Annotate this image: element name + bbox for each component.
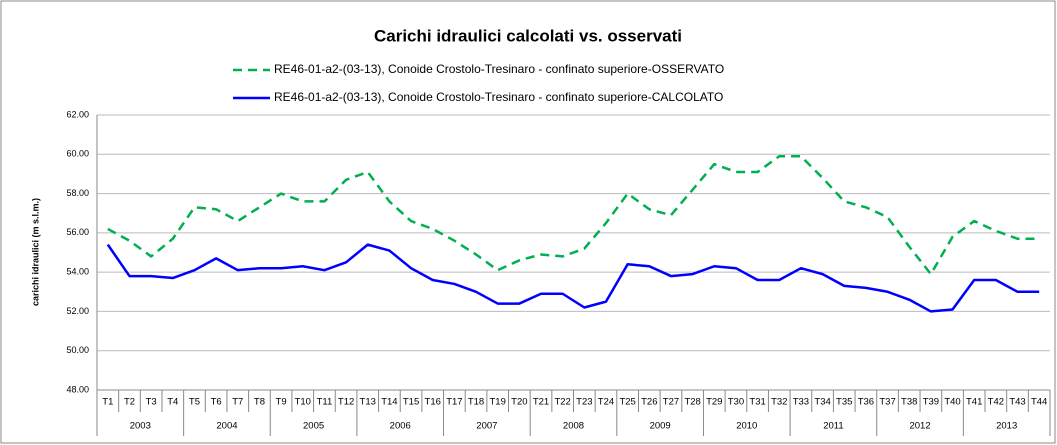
y-tick-label: 62.00 (66, 109, 89, 119)
x-group-label: 2013 (996, 421, 1017, 432)
x-tick-label: T6 (211, 397, 222, 408)
x-tick-label: T12 (338, 397, 354, 408)
x-tick-label: T13 (360, 397, 376, 408)
x-tick-label: T25 (619, 397, 635, 408)
y-tick-label: 48.00 (66, 384, 89, 394)
x-tick-label: T32 (771, 397, 787, 408)
x-tick-label: T27 (663, 397, 679, 408)
x-tick-label: T16 (425, 397, 441, 408)
x-group-label: 2009 (650, 421, 671, 432)
y-tick-label: 56.00 (66, 227, 89, 237)
series-line (106, 243, 1040, 313)
x-tick-label: T28 (684, 397, 700, 408)
legend-label: RE46-01-a2-(03-13), Conoide Crostolo-Tre… (274, 62, 724, 76)
x-tick-label: T14 (381, 397, 397, 408)
x-tick-label: T30 (728, 397, 744, 408)
x-group-label: 2003 (130, 421, 151, 432)
x-tick-label: T37 (879, 397, 895, 408)
y-tick-label: 50.00 (66, 345, 89, 355)
x-tick-label: T20 (511, 397, 527, 408)
x-tick-label: T33 (793, 397, 809, 408)
x-tick-label: T24 (598, 397, 614, 408)
x-group-label: 2011 (823, 421, 843, 432)
x-group-label: 2007 (476, 421, 497, 432)
x-tick-label: T40 (944, 397, 960, 408)
x-group-label: 2012 (909, 421, 930, 432)
x-tick-label: T18 (468, 397, 484, 408)
x-tick-label: T39 (923, 397, 939, 408)
x-tick-label: T41 (966, 397, 982, 408)
x-tick-label: T5 (189, 397, 200, 408)
x-tick-label: T19 (490, 397, 506, 408)
x-tick-label: T9 (276, 397, 287, 408)
x-group-label: 2006 (390, 421, 411, 432)
x-tick-label: T23 (576, 397, 592, 408)
y-tick-label: 58.00 (66, 188, 89, 198)
legend-label: RE46-01-a2-(03-13), Conoide Crostolo-Tre… (274, 90, 723, 104)
x-tick-label: T3 (146, 397, 157, 408)
x-tick-label: T10 (295, 397, 311, 408)
x-tick-label: T2 (124, 397, 135, 408)
x-group-label: 2005 (303, 421, 324, 432)
x-tick-label: T36 (858, 397, 874, 408)
x-tick-label: T17 (446, 397, 462, 408)
x-tick-label: T22 (554, 397, 570, 408)
chart-title: Carichi idraulici calcolati vs. osservat… (374, 26, 682, 45)
y-tick-label: 54.00 (66, 267, 89, 277)
x-tick-label: T44 (1031, 397, 1047, 408)
x-tick-label: T34 (814, 397, 830, 408)
x-tick-label: T35 (836, 397, 852, 408)
x-tick-label: T7 (232, 397, 243, 408)
y-tick-label: 52.00 (66, 306, 89, 316)
x-tick-label: T31 (749, 397, 765, 408)
y-tick-label: 60.00 (66, 149, 89, 159)
y-axis-label: carichi idraulici (m s.l.m.) (30, 198, 40, 306)
x-tick-label: T29 (706, 397, 722, 408)
x-tick-label: T4 (167, 397, 178, 408)
x-tick-label: T8 (254, 397, 265, 408)
x-tick-label: T26 (641, 397, 657, 408)
x-tick-label: T15 (403, 397, 419, 408)
x-tick-label: T11 (317, 397, 333, 408)
x-tick-label: T1 (102, 397, 113, 408)
x-group-label: 2004 (216, 421, 237, 432)
x-tick-label: T43 (1009, 397, 1025, 408)
x-tick-label: T42 (988, 397, 1004, 408)
x-tick-label: T21 (533, 397, 549, 408)
x-group-label: 2008 (563, 421, 584, 432)
x-group-label: 2010 (736, 421, 757, 432)
x-tick-label: T38 (901, 397, 917, 408)
series-line (107, 155, 1040, 276)
